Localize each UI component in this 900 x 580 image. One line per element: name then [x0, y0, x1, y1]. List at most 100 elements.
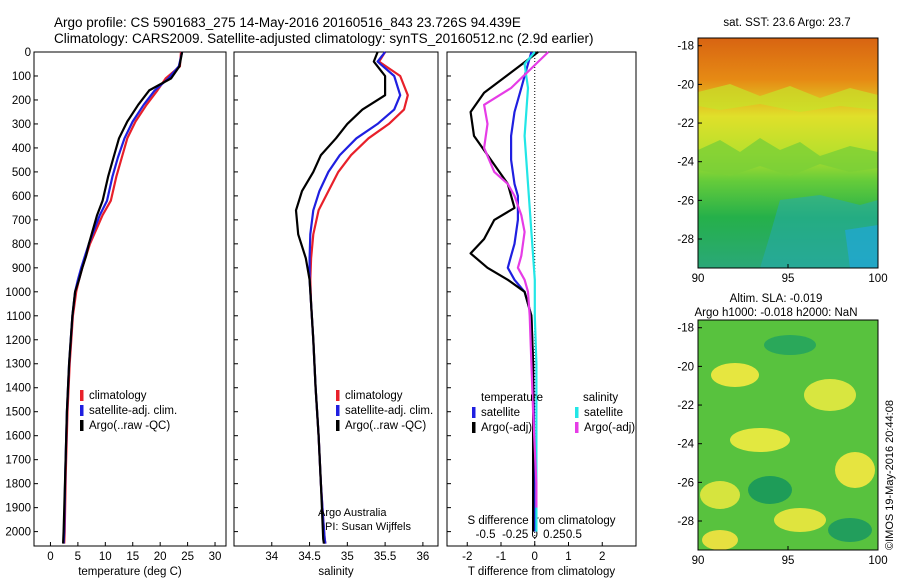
salinity-panel: 34 34.5 35 35.5 36 salinity climatology satelli…	[233, 51, 439, 578]
legend-swatch	[80, 420, 84, 431]
legend-label: climatology	[345, 390, 403, 402]
header-line-1: Argo profile: CS 5901683_275 14-May-2016…	[54, 15, 521, 30]
legend-label: satellite	[481, 407, 520, 419]
depth-tick-label: 200	[12, 95, 31, 107]
x-tick-label: -2	[462, 551, 472, 563]
sla-blob	[730, 428, 790, 452]
series-line	[483, 51, 550, 508]
sla-blob	[804, 379, 856, 411]
panel-frame	[233, 51, 439, 547]
x-tick-label: 15	[126, 551, 139, 563]
credit-line-2: PI: Susan Wijffels	[325, 521, 411, 533]
series-line	[62, 51, 184, 544]
depth-tick-label: 1700	[5, 455, 31, 467]
map-y-tick-label: -26	[677, 477, 694, 489]
sla-blob	[828, 518, 872, 542]
sst-patch	[698, 84, 878, 112]
depth-tick-label: 1800	[5, 479, 31, 491]
legend-header: temperature	[481, 392, 543, 404]
depth-tick-label: 0	[25, 47, 31, 59]
x-tick-label: 35.5	[374, 551, 396, 563]
depth-tick-label: 500	[12, 167, 31, 179]
depth-tick-label: 1400	[5, 383, 31, 395]
map-y-tick-label: -24	[677, 439, 694, 451]
temperature-panel: 0100200300400500600700800900100011001200…	[5, 47, 227, 578]
x-tick-label: 34.5	[298, 551, 320, 563]
x-tick-label: 5	[75, 551, 81, 563]
header-line-2: Climatology: CARS2009. Satellite-adjuste…	[54, 31, 594, 46]
map-y-tick-label: -18	[677, 41, 694, 53]
secondary-tick-label: 0.25	[543, 529, 565, 541]
legend-swatch	[336, 390, 340, 401]
map-y-tick-label: -18	[677, 323, 694, 335]
sla-map-title: Altim. SLA: -0.019	[730, 293, 823, 305]
depth-tick-label: 1500	[5, 407, 31, 419]
panel-frame	[446, 51, 637, 547]
legend-label: climatology	[89, 390, 147, 402]
legend-swatch	[336, 405, 340, 416]
secondary-tick-label: -0.5	[476, 529, 496, 541]
secondary-tick-label: 0.5	[566, 529, 582, 541]
sla-blob	[774, 508, 826, 532]
series-line	[523, 51, 538, 532]
legend-swatch	[575, 422, 579, 433]
legend-label: Argo(..raw -QC)	[345, 420, 426, 432]
legend-label: Argo(-adj)	[584, 422, 635, 434]
map-y-tick-label: -22	[677, 400, 694, 412]
legend-swatch	[80, 405, 84, 416]
x-tick-label: 10	[99, 551, 112, 563]
depth-tick-label: 600	[12, 191, 31, 203]
sla-map: Altim. SLA: -0.019 Argo h1000: -0.018 h2…	[677, 293, 887, 567]
x-tick-label: 0	[47, 551, 53, 563]
sla-map-subtitle: Argo h1000: -0.018 h2000: NaN	[694, 307, 857, 319]
sla-blob	[700, 481, 740, 509]
map-y-tick-label: -20	[677, 361, 694, 373]
legend-label: satellite-adj. clim.	[345, 405, 433, 417]
x-tick-label: 20	[154, 551, 167, 563]
depth-tick-label: 900	[12, 263, 31, 275]
x-tick-label: 0	[532, 551, 538, 563]
depth-tick-label: 400	[12, 143, 31, 155]
secondary-tick-label: 0	[532, 529, 538, 541]
series-line	[294, 51, 387, 544]
x-tick-label: 34	[265, 551, 278, 563]
map-x-tick-label: 100	[868, 273, 887, 285]
map-y-tick-label: -28	[677, 234, 694, 246]
sla-blob	[702, 530, 738, 550]
x-tick-label: 36	[416, 551, 429, 563]
x-axis-label: temperature (deg C)	[78, 566, 182, 578]
sst-patch	[698, 138, 878, 176]
map-x-tick-label: 90	[692, 273, 705, 285]
sla-blob	[711, 363, 759, 387]
legend-swatch	[472, 422, 476, 433]
map-x-tick-label: 95	[782, 555, 795, 567]
depth-tick-label: 1000	[5, 287, 31, 299]
x-tick-label: 1	[565, 551, 571, 563]
x-tick-label: 30	[209, 551, 222, 563]
series-line	[506, 51, 536, 532]
legend-header: salinity	[583, 392, 618, 404]
imos-timestamp: ©IMOS 19-May-2016 20:44:08	[884, 400, 896, 550]
map-y-tick-label: -26	[677, 195, 694, 207]
panel-frame	[33, 51, 227, 547]
legend-swatch	[575, 407, 579, 418]
legend-swatch	[80, 390, 84, 401]
depth-tick-label: 1300	[5, 359, 31, 371]
x-tick-label: 35	[341, 551, 354, 563]
x-tick-label: -1	[496, 551, 506, 563]
series-line	[309, 51, 409, 544]
map-y-tick-label: -22	[677, 118, 694, 130]
map-x-tick-label: 100	[868, 555, 887, 567]
x-tick-label: 2	[599, 551, 605, 563]
depth-tick-label: 1600	[5, 431, 31, 443]
map-x-tick-label: 90	[692, 555, 705, 567]
credit-line-1: Argo Australia	[318, 507, 387, 519]
legend-label: Argo(..raw -QC)	[89, 420, 170, 432]
series-line	[63, 51, 183, 544]
depth-tick-label: 1900	[5, 503, 31, 515]
x-axis-label: salinity	[318, 566, 353, 578]
depth-tick-label: 2000	[5, 527, 31, 539]
difference-panel: -2 -1 0 1 2 T difference from climatology S di…	[446, 51, 637, 578]
depth-tick-label: 700	[12, 215, 31, 227]
legend-label: Argo(-adj)	[481, 422, 532, 434]
